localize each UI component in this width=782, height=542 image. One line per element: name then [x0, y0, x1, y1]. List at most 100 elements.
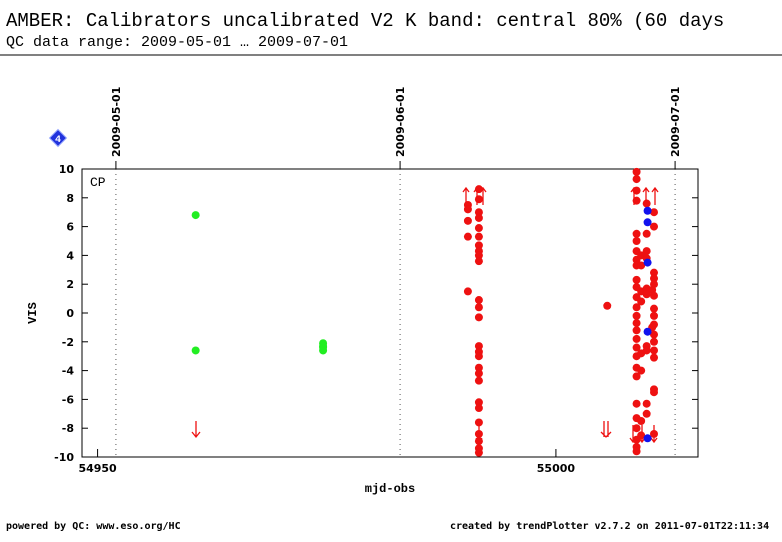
- point: [643, 327, 652, 336]
- point: [632, 311, 641, 320]
- point: [642, 346, 651, 355]
- y-tick-label: -6: [62, 393, 75, 406]
- point: [632, 175, 641, 184]
- point: [637, 417, 646, 425]
- point: [474, 208, 483, 217]
- point: [474, 213, 483, 222]
- point: [474, 398, 483, 407]
- point: [474, 241, 483, 250]
- point: [632, 303, 641, 312]
- point: [474, 251, 483, 260]
- point: [643, 258, 652, 267]
- point: [474, 448, 483, 457]
- point: [632, 275, 641, 284]
- y-tick-label: -8: [62, 422, 74, 435]
- point: [650, 291, 658, 300]
- point: [642, 409, 651, 418]
- y-tick-label: -2: [62, 336, 74, 349]
- x-axis-label: mjd-obs: [365, 482, 415, 496]
- badge-label: 4: [55, 135, 61, 146]
- point: [650, 388, 658, 397]
- point: [474, 296, 483, 305]
- point: [637, 366, 646, 375]
- y-tick-label: 10: [59, 163, 75, 176]
- point: [632, 196, 641, 205]
- point: [474, 232, 483, 241]
- limit-arrows: [191, 186, 659, 444]
- point: [474, 369, 483, 378]
- point: [650, 280, 658, 289]
- point: [632, 334, 641, 343]
- point: [637, 431, 646, 440]
- point: [463, 216, 472, 225]
- point: [632, 237, 641, 245]
- point: [474, 313, 483, 322]
- point: [474, 224, 483, 233]
- point: [650, 429, 658, 438]
- point: [632, 326, 641, 335]
- point: [643, 218, 652, 227]
- y-tick-label: 4: [66, 249, 74, 262]
- point: [474, 404, 483, 413]
- point: [632, 229, 641, 238]
- point: [637, 261, 646, 270]
- point: [632, 424, 641, 433]
- date-marker-label: 2009-05-01: [110, 87, 123, 157]
- point: [632, 319, 641, 328]
- point: [650, 320, 658, 329]
- point: [642, 290, 651, 299]
- date-marker-label: 2009-07-01: [669, 87, 682, 157]
- point: [650, 311, 658, 320]
- y-tick-label: 0: [66, 307, 74, 320]
- point: [603, 301, 612, 310]
- point: [474, 303, 483, 312]
- point: [474, 429, 483, 438]
- y-tick-label: 2: [66, 278, 74, 291]
- chart-subtitle: QC data range: 2009-05-01 … 2009-07-01: [6, 34, 348, 51]
- point: [642, 399, 651, 408]
- point: [474, 418, 483, 427]
- point: [474, 342, 483, 351]
- point: [632, 167, 641, 176]
- point: [474, 437, 483, 446]
- point: [191, 346, 200, 355]
- point: [650, 346, 658, 355]
- badge: 4: [48, 128, 68, 148]
- x-tick-label: 54950: [78, 462, 117, 475]
- point: [642, 247, 651, 256]
- y-axis-label: VIS: [26, 302, 40, 324]
- point: [474, 363, 483, 372]
- chart-title: AMBER: Calibrators uncalibrated V2 K ban…: [6, 10, 724, 32]
- point: [632, 399, 641, 408]
- point: [650, 330, 658, 339]
- point: [642, 199, 651, 208]
- point: [637, 297, 646, 306]
- footer-left: powered by QC: www.eso.org/HC: [6, 521, 181, 532]
- point: [650, 304, 658, 313]
- y-tick-label: -4: [62, 365, 75, 378]
- point: [650, 268, 658, 277]
- point: [191, 211, 200, 220]
- point: [650, 353, 658, 362]
- point: [642, 229, 651, 238]
- point: [632, 186, 641, 195]
- point: [463, 287, 472, 296]
- date-marker-label: 2009-06-01: [394, 87, 407, 157]
- corner-label: CP: [90, 175, 106, 190]
- point: [463, 205, 472, 214]
- point: [643, 206, 652, 215]
- point: [474, 376, 483, 385]
- y-tick-label: -10: [54, 451, 74, 464]
- point: [643, 434, 652, 443]
- point: [474, 257, 483, 266]
- point: [474, 185, 483, 194]
- x-tick-label: 55000: [537, 462, 576, 475]
- point: [650, 208, 658, 217]
- point: [650, 337, 658, 346]
- point: [463, 232, 472, 241]
- point: [650, 274, 658, 283]
- y-tick-label: 6: [66, 221, 74, 234]
- footer-right: created by trendPlotter v2.7.2 on 2011-0…: [450, 521, 769, 532]
- point: [474, 195, 483, 204]
